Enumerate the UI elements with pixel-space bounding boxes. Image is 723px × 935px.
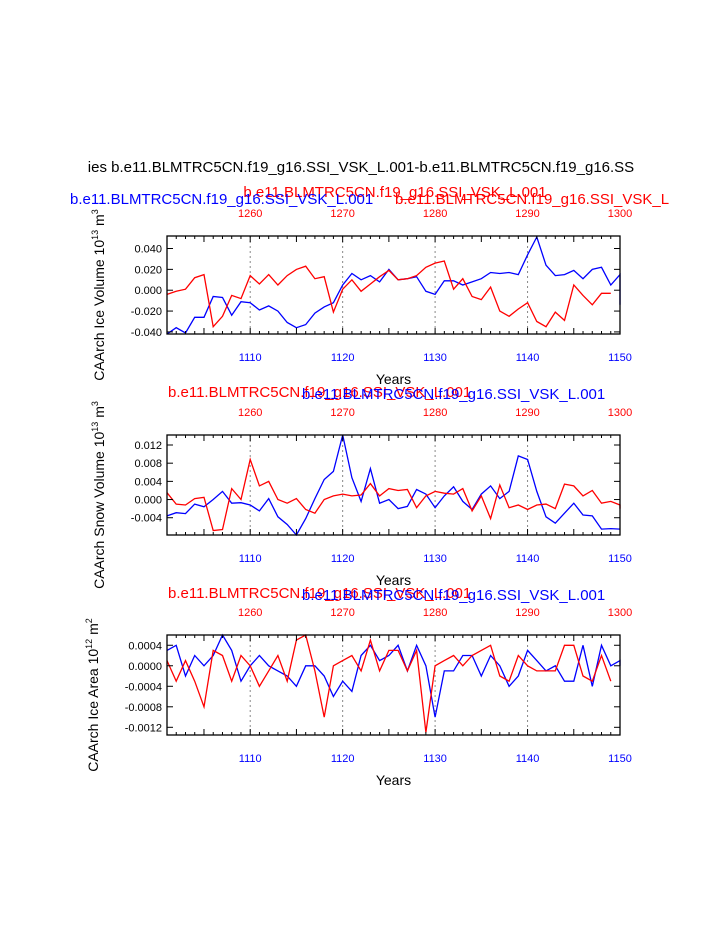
x-top-tick-label: 1290 bbox=[515, 407, 539, 419]
x-top-tick-label: 1290 bbox=[515, 607, 539, 619]
y-tick-label: 0.000 bbox=[134, 285, 162, 297]
x-top-tick-label: 1300 bbox=[608, 208, 632, 220]
y-tick-label: -0.0012 bbox=[125, 722, 162, 734]
y-axis-label-part: 3 bbox=[90, 209, 100, 214]
y-tick-label: 0.008 bbox=[134, 458, 162, 470]
y-tick-label: -0.004 bbox=[131, 513, 162, 525]
x-top-tick-label: 1280 bbox=[423, 407, 447, 419]
x-axis-label: Years bbox=[376, 772, 411, 788]
panel3-title-red: b.e11.BLMTRC5CN.f19_g16.SSI_VSK_L.001 bbox=[168, 585, 471, 602]
x-tick-label: 1120 bbox=[331, 553, 355, 565]
panel1-title-blue: b.e11.BLMTRC5CN.f19_g16.SSI_VSK_L.001 bbox=[70, 191, 373, 208]
x-axis-label: Years bbox=[376, 572, 411, 588]
x-top-tick-label: 1260 bbox=[238, 208, 262, 220]
main-title: ies b.e11.BLMTRC5CN.f19_g16.SSI_VSK_L.00… bbox=[88, 159, 634, 176]
x-tick-label: 1130 bbox=[423, 553, 447, 565]
x-tick-label: 1110 bbox=[239, 553, 262, 565]
y-tick-label: 0.0000 bbox=[128, 661, 162, 673]
y-axis-label: CAArch Snow Volume 1013 m3 bbox=[90, 401, 107, 589]
y-tick-label: -0.0008 bbox=[125, 702, 162, 714]
panel1-title-red-a: b.e11.BLMTRC5CN.f19_g16.SSI_VSK_L.001 bbox=[243, 184, 546, 201]
x-top-tick-label: 1280 bbox=[423, 607, 447, 619]
x-tick-label: 1130 bbox=[423, 352, 447, 364]
plot-frame bbox=[166, 235, 621, 335]
panel1-title-red-b: b.e11.BLMTRC5CN.f19_g16.SSI_VSK_L bbox=[395, 191, 669, 208]
x-tick-label: 1150 bbox=[608, 553, 632, 565]
series-line-blue bbox=[166, 434, 621, 537]
series-line-blue bbox=[166, 235, 621, 335]
plot-frame bbox=[166, 634, 621, 736]
series-line-red bbox=[166, 457, 621, 532]
y-axis-label-part: CAArch Ice Area 10 bbox=[85, 649, 101, 772]
x-top-tick-label: 1300 bbox=[608, 407, 632, 419]
x-tick-label: 1150 bbox=[608, 352, 632, 364]
x-axis-label: Years bbox=[376, 371, 411, 387]
panel-ice-area: 1110 1120 1130 1140 1150 1260 1270 1280 1290 1300… bbox=[84, 607, 632, 788]
y-axis-label-part: 3 bbox=[90, 401, 100, 406]
panel2-title-blue: b.e11.BLMTRC5CN.f19_g16.SSI_VSK_L.001 bbox=[302, 386, 605, 403]
y-tick-label: -0.020 bbox=[131, 306, 162, 318]
y-tick-label: -0.040 bbox=[131, 327, 162, 339]
y-axis-label-part: 13 bbox=[90, 422, 100, 432]
x-top-tick-label: 1260 bbox=[238, 607, 262, 619]
x-tick-label: 1120 bbox=[331, 352, 355, 364]
x-top-tick-label: 1270 bbox=[330, 208, 354, 220]
y-axis-label-part: CAArch Snow Volume 10 bbox=[91, 431, 107, 588]
x-top-tick-label: 1270 bbox=[330, 407, 354, 419]
x-top-tick-label: 1280 bbox=[423, 208, 447, 220]
y-tick-label: 0.012 bbox=[134, 440, 162, 452]
y-tick-label: 0.000 bbox=[134, 495, 162, 507]
y-axis-label-part: m bbox=[91, 214, 107, 230]
series-line-red bbox=[166, 634, 612, 733]
y-tick-label: 0.040 bbox=[134, 244, 162, 256]
series-line-red bbox=[166, 260, 611, 329]
x-tick-label: 1110 bbox=[239, 352, 262, 364]
series-line-blue bbox=[166, 633, 621, 718]
x-top-tick-label: 1270 bbox=[330, 607, 354, 619]
y-axis-label: CAArch Ice Volume 1013 m3 bbox=[90, 209, 107, 380]
y-axis-label-part: 13 bbox=[90, 230, 100, 240]
panel2-title-red: b.e11.BLMTRC5CN.f19_g16.SSI_VSK_L.001 bbox=[168, 384, 471, 401]
panel3-title-blue: b.e11.BLMTRC5CN.f19_g16.SSI_VSK_L.001 bbox=[302, 587, 605, 604]
panel-snow-volume: 1110 1120 1130 1140 1150 1260 1270 1280 1290 1300… bbox=[90, 401, 632, 589]
y-axis-label-part: 12 bbox=[84, 639, 94, 649]
y-axis-label: CAArch Ice Area 1012 m2 bbox=[84, 618, 101, 772]
x-tick-label: 1150 bbox=[608, 753, 632, 765]
x-tick-label: 1140 bbox=[516, 352, 540, 364]
x-top-tick-label: 1300 bbox=[608, 607, 632, 619]
y-tick-label: 0.004 bbox=[134, 476, 162, 488]
x-tick-label: 1120 bbox=[331, 753, 355, 765]
y-axis-label-part: m bbox=[91, 406, 107, 422]
x-tick-label: 1140 bbox=[516, 553, 540, 565]
x-tick-label: 1130 bbox=[423, 753, 447, 765]
y-axis-label-part: 2 bbox=[84, 618, 94, 623]
y-axis-label-part: m bbox=[85, 623, 101, 639]
y-tick-label: -0.0004 bbox=[125, 681, 162, 693]
x-tick-label: 1110 bbox=[239, 753, 262, 765]
plot-frame bbox=[166, 434, 621, 536]
x-top-tick-label: 1290 bbox=[515, 208, 539, 220]
y-tick-label: 0.020 bbox=[134, 264, 162, 276]
x-top-tick-label: 1260 bbox=[238, 407, 262, 419]
panel-ice-volume: 1110 1120 1130 1140 1150 1260 1270 1280 1290 1300… bbox=[90, 208, 632, 387]
x-tick-label: 1140 bbox=[516, 753, 540, 765]
y-axis-label-part: CAArch Ice Volume 10 bbox=[91, 240, 107, 381]
y-tick-label: 0.0004 bbox=[128, 640, 162, 652]
